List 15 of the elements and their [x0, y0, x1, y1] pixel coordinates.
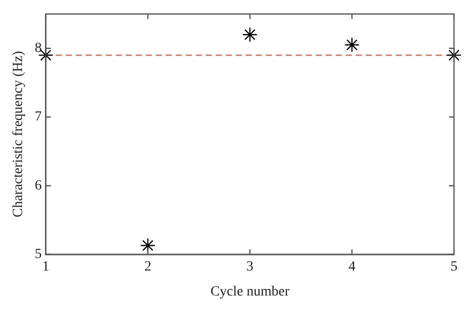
- x-axis-title: Cycle number: [210, 284, 290, 300]
- y-tick-label: 8: [34, 41, 42, 56]
- point: [140, 238, 156, 254]
- x-tick-label: 2: [144, 259, 152, 274]
- point: [344, 37, 360, 53]
- point: [446, 48, 462, 63]
- y-axis-title: Characteristic frequency (Hz): [11, 50, 26, 218]
- point: [242, 27, 258, 42]
- x-tick-label: 3: [246, 259, 254, 274]
- y-tick-label: 7: [34, 110, 42, 125]
- y-tick-label: 5: [34, 247, 42, 262]
- y-tick-label: 6: [34, 178, 42, 194]
- x-tick-label: 4: [348, 259, 356, 274]
- x-tick-label: 5: [450, 259, 458, 274]
- x-tick-label: 1: [42, 259, 50, 274]
